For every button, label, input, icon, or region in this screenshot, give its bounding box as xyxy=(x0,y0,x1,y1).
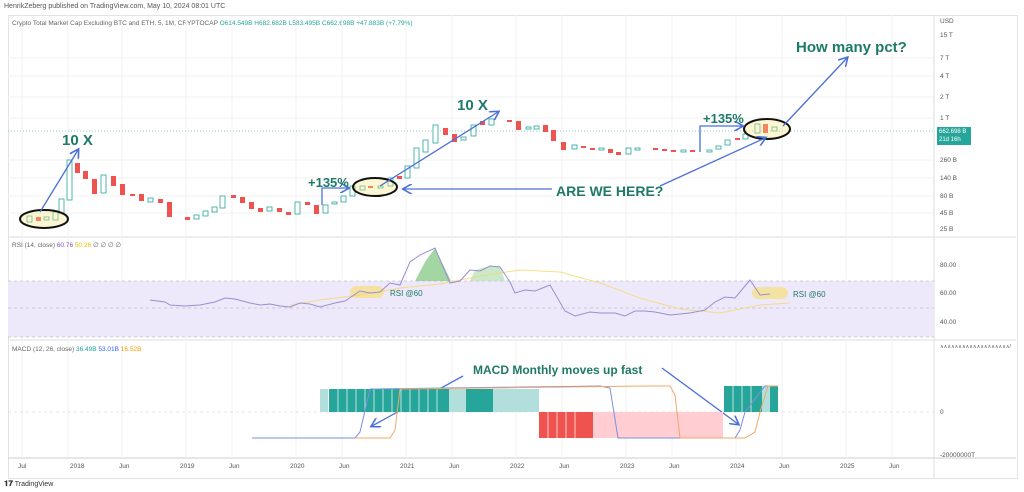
macd-legend[interactable]: MACD (12, 26, close) 36.49B 53.01B 16.52… xyxy=(12,346,141,353)
price-tick: 1 T xyxy=(940,115,950,122)
time-tick: Jun xyxy=(449,463,460,470)
rsi-title: RSI (14, close) xyxy=(12,242,55,249)
macd-tick: 0 xyxy=(940,409,944,416)
time-tick: 2024 xyxy=(730,463,745,470)
ten-x-label-2: 10 X xyxy=(457,97,488,114)
price-tick: 7 T xyxy=(940,55,950,62)
time-tick: 2019 xyxy=(180,463,195,470)
macd-line-value: 53.01B xyxy=(98,346,119,353)
price-tick: 260 B xyxy=(940,157,957,164)
time-tick: Jun xyxy=(779,463,790,470)
price-tick: 2 T xyxy=(940,94,950,101)
rsi-tick: 80.00 xyxy=(940,262,957,269)
price-tick: 4 T xyxy=(940,73,950,80)
time-tick: Jun xyxy=(339,463,350,470)
price-tick: 80 B xyxy=(940,193,954,200)
bar-countdown: 21d 16h xyxy=(939,137,961,143)
time-tick: 2020 xyxy=(290,463,305,470)
rsi-value: 60.76 xyxy=(56,242,74,249)
rsi-extra: ∅ ∅ ∅ ∅ xyxy=(93,242,122,249)
macd-annotation: MACD Monthly moves up fast xyxy=(473,363,642,377)
time-tick: 2025 xyxy=(840,463,855,470)
tradingview-logo-icon: 𝟏𝟕 xyxy=(4,479,13,488)
time-tick: 2022 xyxy=(510,463,525,470)
ten-x-label-1: 10 X xyxy=(62,132,93,149)
rsi-annotation-right: RSI @60 xyxy=(793,290,826,299)
time-tick: Jul xyxy=(18,463,27,470)
rsi-legend[interactable]: RSI (14, close) 60.76 50.26 ∅ ∅ ∅ ∅ xyxy=(12,241,121,249)
time-tick: Jun xyxy=(119,463,130,470)
pct-label-1: +135% xyxy=(308,175,349,190)
price-tick: 25 B xyxy=(940,226,954,233)
macd-hist-value: 36.49B xyxy=(75,346,97,353)
time-tick: 2018 xyxy=(70,463,85,470)
currency-label[interactable]: USD xyxy=(940,18,954,25)
macd-signal-value: 16.52B xyxy=(120,346,142,353)
time-tick: 2023 xyxy=(620,463,635,470)
how-many-label: How many pct? xyxy=(796,39,907,56)
chart-frame xyxy=(8,15,1018,479)
price-tick: 140 B xyxy=(940,175,957,182)
last-price-tag: 662.698 B 21d 16h xyxy=(937,127,971,145)
macd-tick: ∧∧∧∧∧∧∧∧∧∧∧∧∧∧∧∧∧∧∧/ xyxy=(940,344,1011,350)
rsi-tick: 40.00 xyxy=(940,319,957,326)
last-price: 662.698 B xyxy=(939,129,967,135)
rsi-ma-value: 50.26 xyxy=(74,242,92,249)
candles xyxy=(26,118,778,223)
time-tick: 2021 xyxy=(400,463,415,470)
macd-tick: -20000000T xyxy=(940,452,976,459)
price-tick: 15 T xyxy=(940,32,953,39)
time-tick: Jun xyxy=(889,463,900,470)
tradingview-footer: 𝟏𝟕 TradingView xyxy=(4,479,53,489)
price-tick: 45 B xyxy=(940,210,954,217)
symbol-title[interactable]: Crypto Total Market Cap Excluding BTC an… xyxy=(12,20,218,27)
time-tick: Jun xyxy=(559,463,570,470)
macd-histogram xyxy=(320,386,778,438)
rsi-tick: 60.00 xyxy=(940,290,957,297)
time-tick: Jun xyxy=(669,463,680,470)
are-we-here-label: ARE WE HERE? xyxy=(556,183,663,199)
brand-name: TradingView xyxy=(14,481,54,488)
macd-title: MACD (12, 26, close) xyxy=(12,346,75,353)
publisher-line: HenrikZeberg published on TradingView.co… xyxy=(4,3,226,10)
time-tick: Jun xyxy=(229,463,240,470)
pct-label-2: +135% xyxy=(703,111,744,126)
symbol-legend: Crypto Total Market Cap Excluding BTC an… xyxy=(12,20,413,27)
ohlc-values: O614.549B H682.682B L583.495B C662.698B … xyxy=(219,20,413,27)
rsi-annotation-left: RSI @60 xyxy=(390,289,423,298)
